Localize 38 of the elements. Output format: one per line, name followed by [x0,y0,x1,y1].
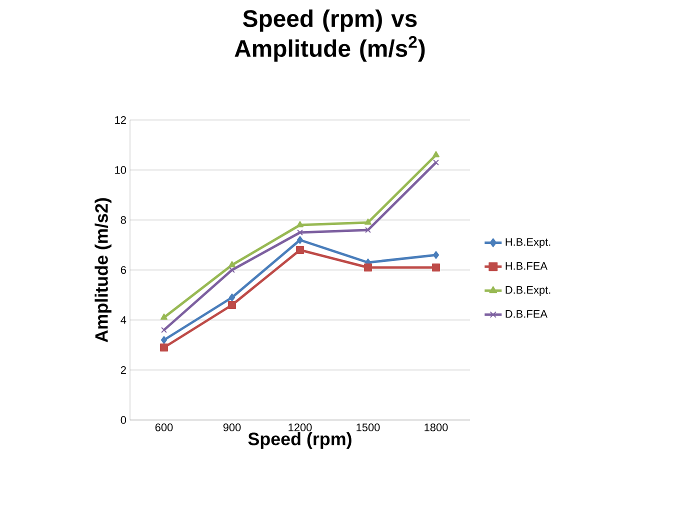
point [364,264,372,272]
point [433,160,439,166]
y-tick-label: 10 [115,166,126,174]
point [432,251,440,259]
point [365,227,371,233]
point [432,264,440,272]
x-tick-label: 1800 [424,424,448,432]
point [228,294,236,302]
point [296,221,304,228]
point [364,218,372,225]
x-tick-label: 900 [223,424,241,432]
point [296,246,304,254]
legend-label: H.B.Expt. [506,238,550,248]
x-tick-label: 600 [155,424,173,432]
x-axis-title: Speed (rpm) [248,432,352,449]
point [160,336,168,344]
y-tick-label: 4 [120,316,126,324]
y-tick-label: 6 [120,266,126,274]
point [228,301,236,309]
point [296,236,304,244]
x-tick-label: 1500 [356,424,380,432]
y-axis-title: Amplitude (m/s2) [94,198,112,342]
chart-title: Speed (rpm) vs Amplitude (m/s$^{2}$) [234,10,425,62]
point [161,327,167,333]
legend-label: H.B.FEA [506,262,548,270]
point [160,344,168,352]
y-tick-label: 8 [120,216,126,224]
point [228,261,236,268]
y-tick-label: 0 [120,416,126,424]
point [229,267,235,273]
y-tick-label: 12 [115,116,126,124]
y-tick-label: 2 [120,366,126,374]
x-tick-label: 1200 [288,424,312,432]
legend-label: D.B.FEA [506,310,548,318]
point [297,230,303,236]
legend-label: D.B.Expt. [506,286,550,296]
point [160,314,168,320]
point [432,151,440,158]
